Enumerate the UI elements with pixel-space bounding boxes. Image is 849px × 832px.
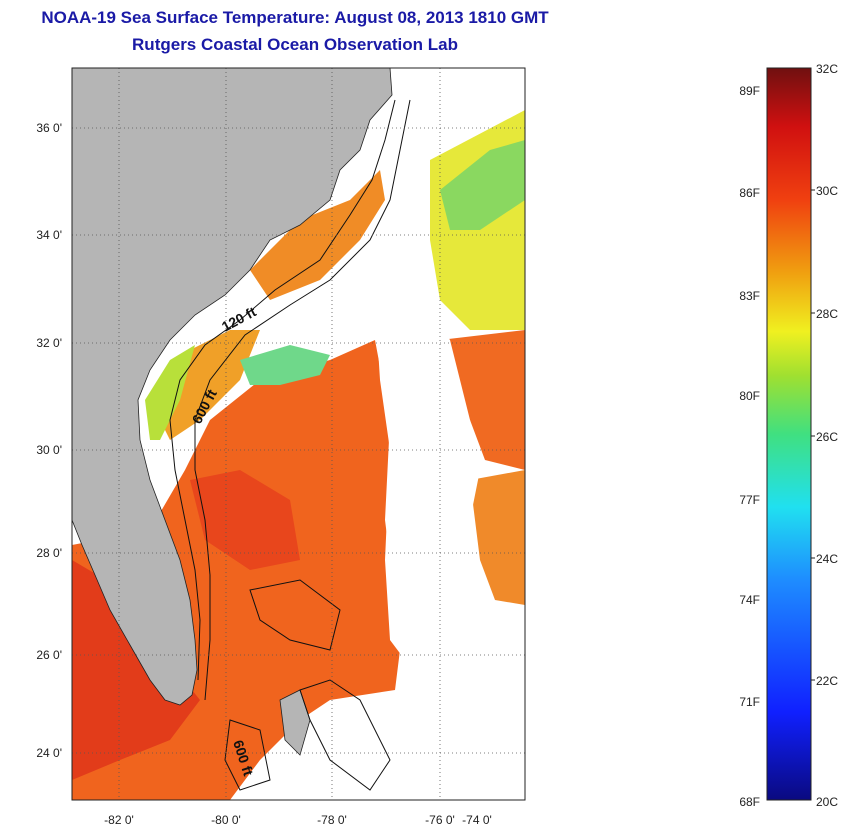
offshore-green-patch xyxy=(440,140,525,230)
lat-tick-label: 32 0' xyxy=(36,336,62,350)
lat-tick-label: 34 0' xyxy=(36,228,62,242)
lon-tick-label: -78 0' xyxy=(317,813,347,827)
offshore-southeast-patch xyxy=(470,470,525,605)
celsius-label: 22C xyxy=(816,674,838,688)
land-southeast-us xyxy=(72,68,393,706)
lat-tick-label: 28 0' xyxy=(36,546,62,560)
map-title: NOAA-19 Sea Surface Temperature: August … xyxy=(41,8,549,27)
celsius-label: 28C xyxy=(816,307,838,321)
map-subtitle: Rutgers Coastal Ocean Observation Lab xyxy=(132,35,458,54)
fahrenheit-label: 74F xyxy=(739,593,760,607)
celsius-label: 24C xyxy=(816,552,838,566)
shelf-water-north xyxy=(250,170,385,300)
warm-water-patch-south xyxy=(72,560,200,780)
isobath-600ft xyxy=(194,99,411,701)
lon-tick-label: -74 0' xyxy=(462,813,492,827)
land-andros-island xyxy=(279,689,311,756)
isobath-120ft xyxy=(169,99,396,681)
fahrenheit-label: 71F xyxy=(739,695,760,709)
fahrenheit-label: 86F xyxy=(739,186,760,200)
lat-tick-label: 36 0' xyxy=(36,121,62,135)
fahrenheit-label: 77F xyxy=(739,493,760,507)
warm-water-core xyxy=(190,470,300,570)
fahrenheit-label: 68F xyxy=(739,795,760,809)
fahrenheit-label: 89F xyxy=(739,84,760,98)
celsius-label: 32C xyxy=(816,62,838,76)
shelf-water-mid xyxy=(150,330,260,440)
celsius-label: 26C xyxy=(816,430,838,444)
latitude-axis: 36 0' 34 0' 32 0' 30 0' 28 0' 26 0' 24 0… xyxy=(36,121,62,760)
temperature-colorbar: 89F 86F 83F 80F 77F 74F 71F 68F 32C 30C … xyxy=(739,62,838,809)
map-frame xyxy=(71,67,526,801)
cool-upwelling-patch xyxy=(240,345,330,385)
lat-tick-label: 30 0' xyxy=(36,443,62,457)
sst-map: 120 ft 600 ft 600 ft xyxy=(72,68,525,800)
offshore-warm-water xyxy=(440,330,525,470)
fahrenheit-label: 83F xyxy=(739,289,760,303)
celsius-label: 30C xyxy=(816,184,838,198)
bahamas-banks-outline xyxy=(224,579,391,791)
longitude-axis: -82 0' -80 0' -78 0' -76 0' -74 0' xyxy=(104,813,492,827)
colorbar-gradient xyxy=(766,67,812,801)
cool-nearshore-water xyxy=(145,345,195,440)
lon-tick-label: -82 0' xyxy=(104,813,134,827)
lon-tick-label: -76 0' xyxy=(425,813,455,827)
cloud-mask xyxy=(375,300,480,660)
fahrenheit-label: 80F xyxy=(739,389,760,403)
lat-tick-label: 26 0' xyxy=(36,648,62,662)
celsius-label: 20C xyxy=(816,795,838,809)
lon-tick-label: -80 0' xyxy=(211,813,241,827)
lat-tick-label: 24 0' xyxy=(36,746,62,760)
